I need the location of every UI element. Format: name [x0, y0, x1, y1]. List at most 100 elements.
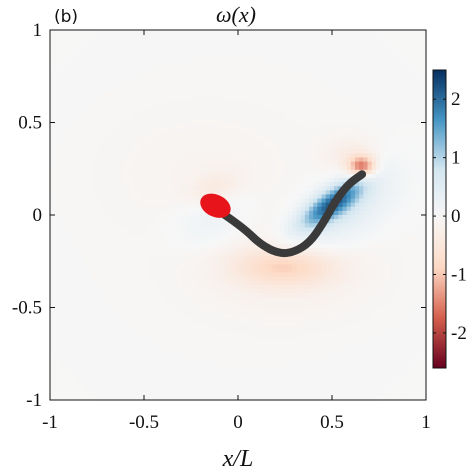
- field-cell: [79, 363, 85, 368]
- field-cell: [183, 145, 189, 150]
- field-cell: [200, 145, 206, 150]
- field-cell: [83, 383, 89, 389]
- field-cell: [146, 338, 151, 344]
- field-cell: [100, 231, 105, 237]
- field-cell: [238, 321, 243, 327]
- field-cell: [238, 375, 243, 381]
- field-cell: [58, 334, 64, 339]
- field-cell: [154, 62, 160, 68]
- field-cell: [137, 235, 143, 241]
- field-cell: [187, 71, 193, 76]
- field-cell: [250, 128, 256, 134]
- field-cell: [50, 235, 55, 241]
- field-cell: [125, 71, 130, 76]
- field-cell: [112, 354, 118, 360]
- field-cell: [83, 34, 89, 39]
- field-cell: [166, 268, 172, 274]
- field-cell: [62, 58, 68, 64]
- field-cell: [146, 321, 151, 327]
- field-cell: [75, 50, 80, 56]
- field-cell: [208, 136, 214, 142]
- field-cell: [183, 54, 189, 60]
- field-cell: [141, 206, 147, 212]
- field-cell: [154, 38, 160, 43]
- field-cell: [108, 305, 114, 311]
- field-cell: [62, 391, 68, 397]
- field-cell: [246, 305, 252, 311]
- field-cell: [87, 219, 93, 224]
- field-cell: [250, 338, 256, 344]
- field-cell: [271, 284, 277, 290]
- field-cell: [225, 186, 231, 191]
- field-cell: [95, 62, 101, 68]
- field-cell: [183, 219, 189, 224]
- field-cell: [108, 169, 114, 175]
- field-cell: [79, 252, 85, 257]
- field-cell: [150, 153, 156, 159]
- field-cell: [141, 363, 147, 368]
- field-cell: [146, 276, 151, 282]
- field-cell: [187, 136, 193, 142]
- field-cell: [242, 252, 247, 257]
- field-cell: [187, 387, 193, 393]
- field-cell: [79, 215, 85, 220]
- field-cell: [79, 124, 85, 130]
- field-cell: [242, 62, 247, 68]
- field-cell: [95, 99, 101, 105]
- field-cell: [183, 342, 189, 348]
- field-cell: [112, 104, 118, 109]
- field-cell: [70, 108, 76, 113]
- field-cell: [183, 210, 189, 216]
- field-cell: [54, 215, 59, 220]
- field-cell: [158, 371, 164, 376]
- field-cell: [212, 112, 218, 117]
- field-cell: [108, 297, 114, 302]
- field-cell: [271, 268, 277, 274]
- field-cell: [79, 198, 85, 204]
- field-cell: [212, 34, 218, 39]
- field-cell: [171, 215, 176, 220]
- field-cell: [158, 276, 164, 282]
- field-cell: [204, 289, 210, 294]
- field-cell: [62, 95, 68, 101]
- field-cell: [83, 87, 89, 93]
- field-cell: [258, 62, 264, 68]
- field-cell: [208, 387, 214, 393]
- field-cell: [175, 383, 181, 389]
- field-cell: [150, 243, 156, 249]
- field-cell: [242, 42, 247, 48]
- field-cell: [171, 363, 176, 368]
- field-cell: [137, 62, 143, 68]
- field-cell: [192, 34, 197, 39]
- field-cell: [196, 149, 202, 154]
- field-cell: [62, 50, 68, 56]
- field-cell: [62, 313, 68, 319]
- field-cell: [141, 387, 147, 393]
- field-cell: [79, 313, 85, 319]
- field-cell: [263, 272, 268, 278]
- field-cell: [83, 75, 89, 80]
- field-cell: [100, 116, 105, 122]
- field-cell: [162, 260, 168, 265]
- field-cell: [137, 260, 143, 265]
- field-cell: [100, 371, 105, 376]
- field-cell: [158, 141, 164, 146]
- field-cell: [112, 326, 118, 331]
- field-cell: [62, 46, 68, 52]
- field-cell: [204, 272, 210, 278]
- field-cell: [125, 395, 130, 401]
- field-cell: [146, 124, 151, 130]
- field-cell: [129, 215, 135, 220]
- field-cell: [196, 268, 202, 274]
- field-cell: [246, 46, 252, 52]
- field-cell: [91, 354, 97, 360]
- field-cell: [246, 354, 252, 360]
- field-cell: [70, 338, 76, 344]
- field-cell: [204, 149, 210, 154]
- field-cell: [121, 38, 126, 43]
- field-cell: [279, 153, 285, 159]
- field-cell: [175, 346, 181, 352]
- field-cell: [58, 264, 64, 270]
- field-cell: [162, 75, 168, 80]
- field-cell: [250, 367, 256, 372]
